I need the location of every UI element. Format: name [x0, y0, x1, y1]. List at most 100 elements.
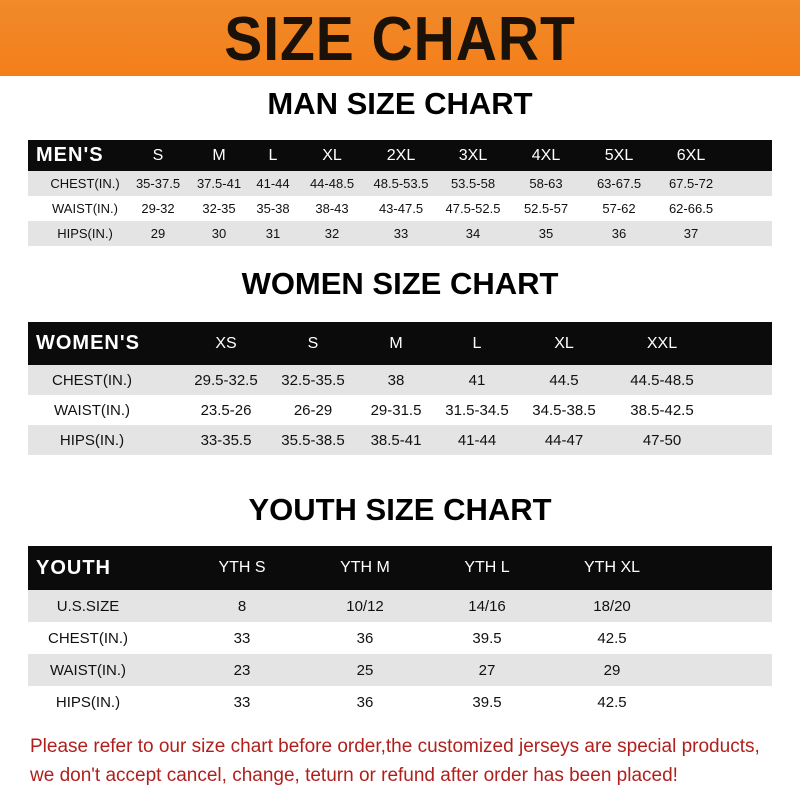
size-header: YTH XL	[583, 559, 641, 576]
women-header-row: WOMEN'S XS S M L XL XXL	[28, 322, 772, 365]
measurement-cell: 35	[538, 226, 554, 241]
table-row: WAIST(IN.) 29-32 32-35 35-38 38-43 43-47.5 47.…	[28, 196, 772, 221]
measurement-cell: 44-48.5	[309, 176, 355, 191]
size-header: S	[152, 146, 164, 164]
size-header: 6XL	[676, 146, 706, 164]
banner: SIZE CHART	[0, 0, 800, 76]
measurement-cell: 36	[356, 693, 374, 711]
measurement-cell: 23.5-26	[200, 401, 252, 419]
size-header: YTH L	[464, 559, 510, 576]
size-header: XXL	[646, 334, 678, 352]
size-header: YTH S	[218, 559, 266, 576]
women-size-table: WOMEN'S XS S M L XL XXL CHEST(IN.) 29.5-32.5 32.5…	[28, 322, 772, 455]
measurement-cell: 38.5-42.5	[630, 401, 694, 419]
measurement-cell: 33	[233, 693, 251, 711]
measurement-cell: 42.5	[597, 629, 627, 647]
size-header: XL	[554, 334, 574, 352]
size-header: M	[212, 146, 226, 164]
measurement-cell: 29-31.5	[370, 401, 422, 419]
table-row: HIPS(IN.) 33-35.5 35.5-38.5 38.5-41 41-44 44-…	[28, 425, 772, 455]
measurement-cell: 31	[265, 226, 281, 241]
notice-line-1: Please refer to our size chart before or…	[30, 736, 760, 757]
measurement-cell: 34.5-38.5	[532, 401, 596, 419]
size-header: 3XL	[458, 146, 488, 164]
size-header: L	[268, 146, 278, 164]
size-header: M	[389, 334, 403, 352]
measurement-cell: 29	[150, 226, 166, 241]
banner-title: SIZE CHART	[224, 5, 576, 74]
measurement-cell: 18/20	[593, 597, 631, 615]
youth-header-label: YOUTH	[36, 556, 111, 579]
row-label: HIPS(IN.)	[59, 431, 125, 449]
measurement-cell: 58-63	[529, 176, 563, 191]
men-header-row: MEN'S S M L XL 2XL 3XL 4XL 5XL 6XL	[28, 140, 772, 171]
measurement-cell: 38	[387, 371, 405, 389]
measurement-cell: 44.5	[549, 371, 579, 389]
measurement-cell: 35-38	[256, 201, 290, 216]
measurement-cell: 63-67.5	[596, 176, 642, 191]
measurement-cell: 10/12	[346, 597, 384, 615]
row-label: CHEST(IN.)	[48, 629, 128, 647]
measurement-cell: 52.5-57	[523, 201, 569, 216]
measurement-cell: 47.5-52.5	[445, 201, 501, 216]
measurement-cell: 33-35.5	[200, 431, 252, 449]
row-label: WAIST(IN.)	[52, 201, 118, 216]
measurement-cell: 33	[233, 629, 251, 647]
row-label: WAIST(IN.)	[49, 661, 127, 679]
measurement-cell: 41-44	[256, 176, 290, 191]
measurement-cell: 25	[356, 661, 374, 679]
size-header: S	[307, 334, 319, 352]
measurement-cell: 14/16	[468, 597, 506, 615]
measurement-cell: 39.5	[472, 693, 502, 711]
size-header: 2XL	[386, 146, 416, 164]
table-row: U.S.SIZE 8 10/12 14/16 18/20	[28, 590, 772, 622]
measurement-cell: 29	[603, 661, 621, 679]
measurement-cell: 8	[237, 597, 247, 615]
measurement-cell: 47-50	[642, 431, 682, 449]
table-row: CHEST(IN.) 29.5-32.5 32.5-35.5 38 41 44.5 44.5…	[28, 365, 772, 395]
women-section-title: WOMEN SIZE CHART	[241, 266, 559, 301]
measurement-cell: 44-47	[544, 431, 584, 449]
men-size-table: MEN'S S M L XL 2XL 3XL 4XL 5XL 6XL CHEST(IN.) 35-37…	[28, 140, 772, 246]
measurement-cell: 38.5-41	[370, 431, 422, 449]
table-row: CHEST(IN.) 35-37.5 37.5-41 41-44 44-48.5 48.5…	[28, 171, 772, 196]
size-header: 5XL	[604, 146, 634, 164]
row-label: U.S.SIZE	[56, 597, 120, 615]
size-header: L	[472, 334, 482, 352]
measurement-cell: 48.5-53.5	[373, 176, 429, 191]
measurement-cell: 30	[211, 226, 227, 241]
measurement-cell: 36	[611, 226, 627, 241]
measurement-cell: 31.5-34.5	[445, 401, 509, 419]
measurement-cell: 32	[324, 226, 340, 241]
measurement-cell: 23	[233, 661, 251, 679]
measurement-cell: 27	[478, 661, 496, 679]
notice-line-2: we don't accept cancel, change, teturn o…	[30, 765, 678, 786]
measurement-cell: 62-66.5	[668, 201, 714, 216]
measurement-cell: 42.5	[597, 693, 627, 711]
measurement-cell: 35-37.5	[135, 176, 181, 191]
table-row: WAIST(IN.) 23 25 27 29	[28, 654, 772, 686]
men-section-title: MAN SIZE CHART	[267, 86, 533, 121]
measurement-cell: 38-43	[315, 201, 349, 216]
measurement-cell: 41	[468, 371, 486, 389]
measurement-cell: 26-29	[293, 401, 333, 419]
measurement-cell: 33	[393, 226, 409, 241]
table-row: CHEST(IN.) 33 36 39.5 42.5	[28, 622, 772, 654]
table-row: WAIST(IN.) 23.5-26 26-29 29-31.5 31.5-34.5 34…	[28, 395, 772, 425]
youth-size-table: YOUTH YTH S YTH M YTH L YTH XL U.S.SIZE 8 10/12…	[28, 546, 772, 718]
measurement-cell: 39.5	[472, 629, 502, 647]
size-header: XL	[322, 146, 342, 164]
size-header: XS	[215, 334, 237, 352]
measurement-cell: 37	[683, 226, 699, 241]
measurement-cell: 32.5-35.5	[281, 371, 345, 389]
men-header-label: MEN'S	[36, 144, 104, 166]
measurement-cell: 44.5-48.5	[630, 371, 694, 389]
table-row: HIPS(IN.) 29 30 31 32 33 34 35 36 37	[28, 221, 772, 246]
women-header-label: WOMEN'S	[36, 332, 140, 354]
measurement-cell: 36	[356, 629, 374, 647]
row-label: WAIST(IN.)	[53, 401, 131, 419]
measurement-cell: 53.5-58	[450, 176, 496, 191]
measurement-cell: 67.5-72	[668, 176, 714, 191]
measurement-cell: 37.5-41	[196, 176, 242, 191]
row-label: HIPS(IN.)	[55, 693, 121, 711]
